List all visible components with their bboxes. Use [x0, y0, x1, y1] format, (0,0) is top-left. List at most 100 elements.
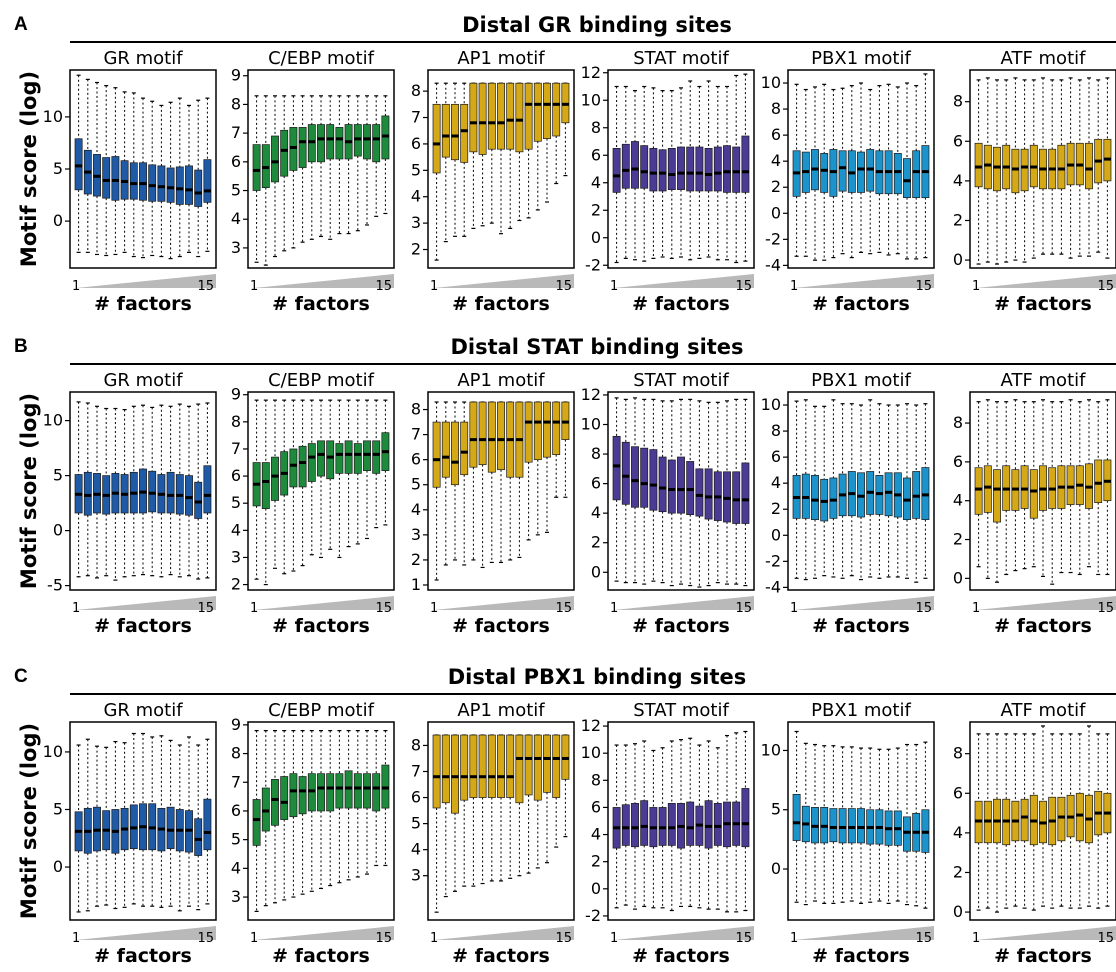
subplot: AP1 motif 3 4 5 6 7 8 1 15 # factors	[411, 700, 575, 967]
box-iqr	[139, 162, 147, 201]
box-iqr	[515, 734, 524, 804]
box-iqr	[451, 103, 459, 161]
y-tick-label: 0	[771, 859, 781, 878]
box-2	[261, 95, 270, 266]
subplot: AP1 motif 2 3 4 5 6 7 8 1 15 # factors	[411, 48, 575, 315]
box-9	[866, 399, 875, 578]
box-7	[307, 95, 316, 240]
box-15	[1103, 399, 1112, 576]
box-14	[552, 401, 561, 498]
box-13	[363, 730, 371, 875]
box-5	[829, 88, 838, 259]
box-4	[460, 401, 469, 566]
box-12	[533, 734, 542, 869]
box-iqr	[83, 471, 92, 516]
box-5	[111, 740, 120, 910]
y-tick-label: -2	[585, 255, 601, 274]
box-iqr	[317, 124, 325, 163]
subplot-frame	[607, 721, 755, 921]
box-13	[723, 85, 731, 261]
box-iqr	[1075, 792, 1084, 842]
box-4	[102, 746, 111, 906]
factor-ramp	[434, 596, 574, 610]
box-iqr	[857, 151, 865, 193]
ramp-start-label: 1	[72, 931, 80, 946]
box-2	[261, 730, 270, 907]
y-tick-label: 3	[231, 887, 241, 906]
y-tick-label: 2	[231, 575, 241, 594]
box-iqr	[317, 440, 325, 477]
box-iqr	[194, 481, 203, 519]
y-tick-label: 4	[411, 840, 421, 859]
box-iqr	[194, 169, 203, 207]
box-12	[353, 95, 362, 232]
box-iqr	[441, 734, 450, 804]
subplot-frame	[427, 391, 575, 591]
box-5	[111, 87, 120, 256]
box-iqr	[441, 421, 450, 478]
ramp-end-label: 15	[375, 279, 392, 294]
box-6	[120, 91, 129, 253]
y-tick-label: 8	[591, 770, 601, 789]
x-axis-label: # factors	[994, 615, 1092, 637]
box-iqr	[686, 801, 695, 846]
ramp-start-label: 1	[250, 279, 258, 294]
y-tick-label: 5	[771, 800, 781, 819]
box-13	[723, 400, 731, 585]
box-3	[451, 401, 459, 561]
ramp-end-label: 15	[197, 279, 214, 294]
subplot-title: STAT motif	[633, 700, 729, 721]
box-iqr	[432, 734, 441, 809]
box-iqr	[460, 103, 469, 163]
box-11	[166, 405, 175, 576]
box-2	[801, 88, 810, 257]
box-15	[203, 738, 212, 905]
box-8	[857, 404, 865, 581]
box-2	[83, 738, 92, 912]
x-axis-label: # factors	[94, 615, 192, 637]
box-iqr	[552, 401, 561, 456]
box-13	[363, 95, 371, 226]
box-7	[667, 740, 676, 912]
box-12	[175, 744, 184, 912]
box-1	[974, 733, 983, 911]
box-iqr	[289, 773, 298, 818]
subplot-title: PBX1 motif	[811, 700, 911, 721]
box-iqr	[280, 776, 289, 820]
box-6	[478, 734, 487, 885]
box-11	[704, 80, 713, 258]
box-9	[148, 100, 157, 257]
box-iqr	[298, 776, 307, 815]
box-9	[686, 398, 695, 587]
box-iqr	[335, 773, 344, 809]
box-iqr	[432, 103, 441, 174]
y-tick-label: 2	[771, 177, 781, 196]
box-10	[695, 85, 704, 259]
box-iqr	[524, 734, 533, 796]
y-tick-label: 4	[231, 209, 241, 228]
y-tick-label: 5	[231, 830, 241, 849]
box-10	[875, 748, 884, 902]
box-10	[1057, 79, 1066, 255]
box-10	[1057, 733, 1066, 907]
box-15	[921, 73, 930, 259]
box-9	[326, 730, 335, 887]
box-iqr	[884, 472, 893, 517]
box-4	[280, 399, 289, 575]
box-3	[993, 401, 1001, 583]
ramp-start-label: 1	[430, 279, 438, 294]
box-1	[432, 82, 441, 261]
box-iqr	[993, 469, 1001, 523]
box-iqr	[723, 145, 731, 193]
box-14	[552, 734, 561, 848]
box-iqr	[704, 468, 713, 520]
box-15	[741, 398, 750, 587]
box-iqr	[543, 734, 551, 793]
box-4	[460, 734, 469, 887]
box-11	[524, 82, 533, 219]
box-12	[893, 404, 902, 578]
ramp-start-label: 1	[972, 931, 980, 946]
box-iqr	[1085, 142, 1093, 190]
box-12	[353, 730, 362, 878]
